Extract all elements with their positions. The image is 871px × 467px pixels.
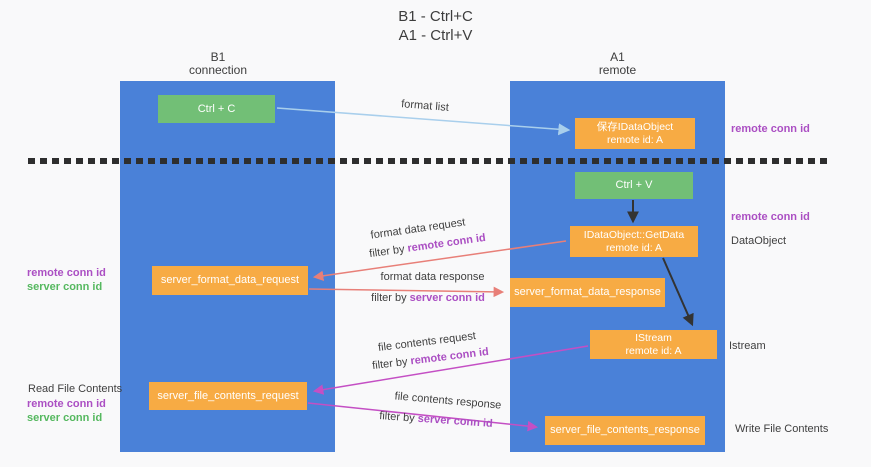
lane-b1-subtitle: connection: [188, 63, 248, 77]
session-divider-dashed-line: [28, 158, 830, 164]
istream-line1: IStream: [635, 331, 672, 344]
server-file-contents-response-label: server_file_contents_response: [550, 424, 700, 436]
format-response-filter-label: filter by server conn id: [363, 292, 493, 304]
ctrl-v-label: Ctrl + V: [615, 179, 653, 191]
server-file-contents-request-node: server_file_contents_request: [149, 382, 307, 410]
istream-line2: remote id: A: [625, 344, 682, 357]
right-istream-label: Istream: [729, 340, 766, 352]
server-file-contents-request-label: server_file_contents_request: [157, 389, 299, 402]
lane-header-b1: B1 connection: [120, 51, 316, 77]
lane-a1-subtitle: remote: [598, 63, 637, 77]
lane-a1-title: A1: [610, 50, 625, 64]
title-line-paste: A1 - Ctrl+V: [398, 27, 473, 44]
server-file-contents-response-node: server_file_contents_response: [545, 416, 705, 445]
ctrl-c-node: Ctrl + C: [158, 95, 275, 123]
right-remote-conn-id-top: remote conn id: [731, 123, 810, 135]
format-request-arrow: [312, 240, 567, 282]
diagram-title: B1 - Ctrl+C A1 - Ctrl+V: [0, 7, 871, 45]
server-format-data-request-node: server_format_data_request: [152, 266, 308, 295]
left-server-conn-id-format: server conn id: [27, 281, 103, 293]
left-remote-conn-id-file: remote conn id: [27, 398, 106, 410]
format-response-arrow: [308, 286, 505, 298]
getdata-line2: remote id: A: [605, 241, 663, 254]
lane-header-a1: A1 remote: [510, 51, 725, 77]
server-format-data-response-node: server_format_data_response: [510, 278, 665, 307]
lane-b1-title: B1: [210, 50, 226, 64]
right-dataobject-label: DataObject: [731, 235, 787, 247]
getdata-to-istream-arrow: [662, 257, 694, 327]
server-format-data-request-label: server_format_data_request: [160, 274, 300, 286]
server-format-data-response-label: server_format_data_response: [514, 286, 661, 298]
getdata-line1: IDataObject::GetData: [583, 228, 685, 241]
title-line-copy: B1 - Ctrl+C: [398, 8, 473, 25]
save-dataobject-line1: 保存IDataObject: [596, 120, 674, 133]
filter-by-text: filter by: [371, 292, 410, 304]
left-server-conn-id-file: server conn id: [27, 412, 103, 424]
left-remote-conn-id-format: remote conn id: [27, 267, 106, 279]
ctrl-c-label: Ctrl + C: [197, 102, 236, 115]
format-list-arrow: [276, 107, 571, 136]
save-dataobject-line2: remote id: A: [606, 133, 664, 146]
server-conn-id-text: server conn id: [409, 292, 485, 304]
left-read-file-contents-label: Read File Contents: [28, 383, 123, 395]
right-remote-conn-id-mid: remote conn id: [731, 211, 810, 223]
file-request-arrow: [312, 345, 589, 395]
file-response-arrow: [307, 402, 539, 432]
istream-node: IStream remote id: A: [590, 330, 717, 359]
getdata-node: IDataObject::GetData remote id: A: [570, 226, 698, 257]
save-dataobject-node: 保存IDataObject remote id: A: [575, 118, 695, 149]
format-data-response-label: format data response: [380, 271, 485, 283]
ctrl-v-node: Ctrl + V: [575, 172, 693, 199]
right-write-file-contents-label: Write File Contents: [735, 423, 829, 435]
